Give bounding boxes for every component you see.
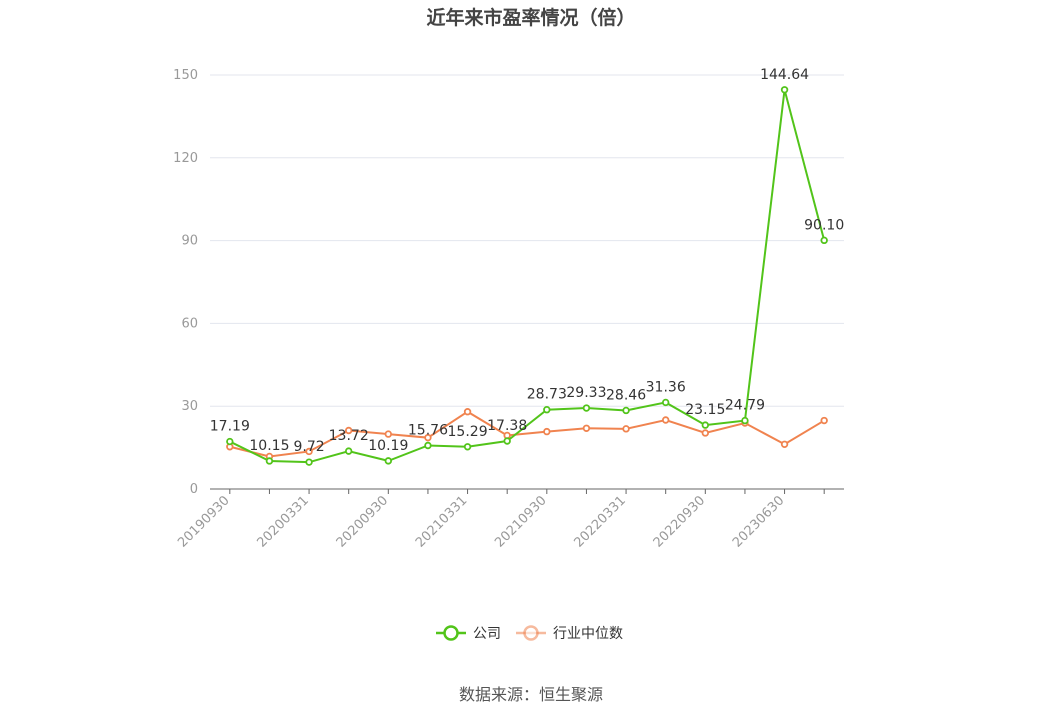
data-point[interactable] [463, 408, 472, 416]
data-point[interactable] [543, 427, 551, 436]
legend-label: 公司 [473, 626, 501, 642]
data-point[interactable] [741, 416, 749, 425]
data-point[interactable] [820, 236, 828, 245]
data-point[interactable] [384, 430, 393, 438]
data-label: 15.76 [408, 423, 448, 439]
series-layer [226, 86, 828, 466]
x-tick-label: 20190930 [175, 493, 232, 550]
data-label: 28.73 [527, 387, 567, 403]
chart-title: 近年来市盈率情况（倍） [426, 6, 635, 29]
x-tick-label: 20210930 [492, 493, 549, 550]
legend-marker [523, 625, 539, 641]
y-tick-label: 30 [181, 399, 198, 414]
legend-marker [443, 625, 459, 641]
legend-label: 行业中位数 [553, 626, 623, 642]
y-tick-label: 120 [173, 151, 198, 166]
data-point[interactable] [344, 426, 353, 435]
data-label: 9.72 [293, 439, 324, 455]
x-tick-label: 20220331 [571, 493, 628, 550]
data-point[interactable] [384, 457, 393, 465]
data-label: 13.72 [329, 428, 369, 444]
data-label: 17.38 [487, 418, 527, 434]
series-line-1 [229, 410, 825, 458]
series-line-0 [229, 89, 826, 464]
y-tick-label: 90 [181, 234, 198, 249]
legend-item-1[interactable]: 行业中位数 [516, 625, 623, 642]
data-label: 23.15 [685, 402, 725, 418]
data-point[interactable] [503, 437, 511, 445]
data-label: 28.46 [606, 387, 646, 403]
legend[interactable]: 公司 行业中位数 [436, 625, 623, 642]
data-point[interactable] [701, 429, 710, 437]
data-point[interactable] [305, 458, 313, 466]
y-axis: 0 30 60 90 120 150 [173, 68, 198, 497]
source-note: 数据来源：恒生聚源 [459, 685, 603, 704]
data-label: 31.36 [646, 379, 686, 395]
x-tick-label: 20220930 [651, 493, 708, 550]
y-tick-label: 60 [181, 316, 198, 331]
x-tick-label: 20230630 [730, 493, 787, 550]
data-label: 144.64 [760, 67, 809, 83]
data-label: 90.10 [804, 217, 844, 233]
x-tick-label: 20200331 [254, 493, 311, 550]
x-axis: 20190930 20200331 20200930 20210331 20210930… [175, 488, 844, 551]
data-label: 10.19 [368, 438, 408, 454]
legend-item-0[interactable]: 公司 [436, 625, 501, 642]
data-point[interactable] [265, 457, 274, 465]
data-point[interactable] [622, 406, 630, 415]
data-point[interactable] [780, 86, 789, 94]
x-tick-label: 20210331 [413, 493, 470, 550]
data-point[interactable] [305, 447, 313, 456]
data-label: 24.79 [725, 398, 765, 414]
data-point[interactable] [622, 425, 630, 433]
data-label: 29.33 [566, 385, 606, 401]
data-point[interactable] [344, 447, 353, 455]
data-point[interactable] [661, 398, 670, 407]
data-point[interactable] [701, 421, 710, 429]
data-label: 17.19 [210, 419, 250, 435]
data-point[interactable] [424, 441, 432, 450]
data-label: 10.15 [249, 438, 289, 454]
grid-lines [210, 74, 844, 407]
data-point[interactable] [424, 433, 432, 442]
data-point[interactable] [582, 424, 591, 432]
data-point[interactable] [780, 440, 789, 448]
data-point[interactable] [661, 416, 670, 424]
data-point[interactable] [543, 406, 551, 414]
data-point[interactable] [820, 416, 828, 425]
y-tick-label: 0 [190, 482, 198, 497]
data-label: 15.29 [448, 424, 488, 440]
data-point[interactable] [463, 443, 472, 451]
x-tick-label: 20200930 [334, 493, 391, 550]
data-point[interactable] [582, 404, 591, 412]
y-tick-label: 150 [173, 68, 198, 83]
data-point[interactable] [226, 437, 234, 446]
